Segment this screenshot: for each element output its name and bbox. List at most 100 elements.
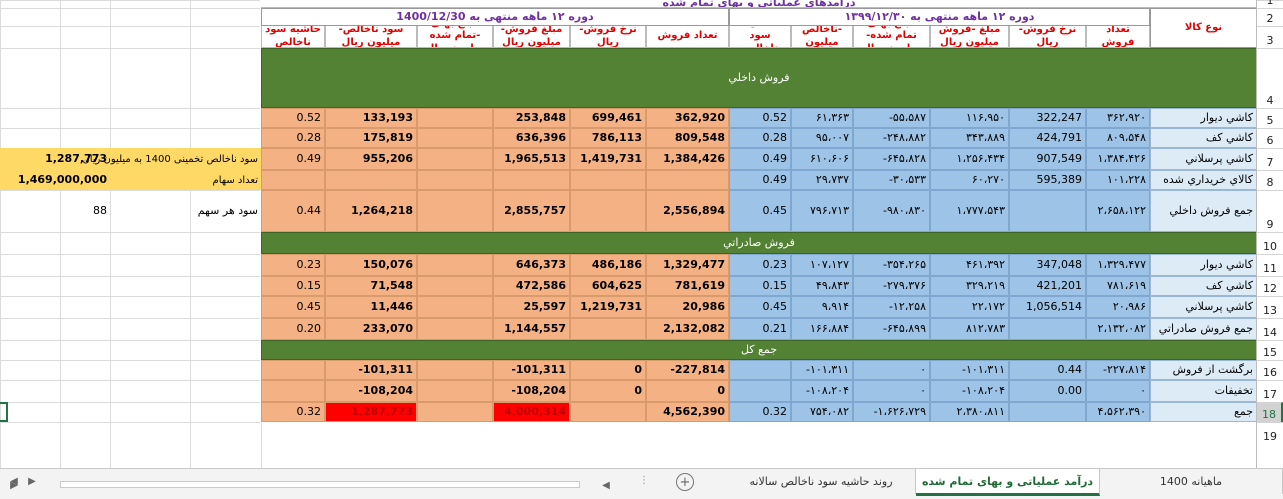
cell-1399-c99[interactable]: -۳۵۴،۲۶۵ <box>853 254 930 276</box>
cell-1400-c00[interactable] <box>417 380 493 402</box>
eps-value[interactable]: 88 <box>93 203 107 217</box>
cell-1400-s00[interactable]: -101,311 <box>493 360 570 380</box>
cell-1400-g00[interactable] <box>325 170 417 190</box>
cell-1399-s99[interactable]: -۱۰۸،۲۰۴ <box>930 380 1009 402</box>
cell-1400-c00[interactable] <box>417 360 493 380</box>
cell-1399-q99[interactable]: ۲،۱۳۲،۰۸۲ <box>1086 318 1150 340</box>
cell-1400-q00[interactable]: 781,619 <box>646 276 729 296</box>
cell-1400-q00[interactable]: 2,556,894 <box>646 190 729 232</box>
cell-1400-c00[interactable] <box>417 128 493 148</box>
cell-1400-m00[interactable]: 0.52 <box>261 108 325 128</box>
shares-count-value[interactable]: 1,469,000,000 <box>17 172 107 186</box>
cell-1399-s99[interactable]: ۱۱۶،۹۵۰ <box>930 108 1009 128</box>
cell-1400-p00[interactable]: 1,419,731 <box>570 148 646 170</box>
cell-1400-s00[interactable]: 472,586 <box>493 276 570 296</box>
cell-1400-p00[interactable] <box>570 402 646 422</box>
cell-1400-g00[interactable]: 175,819 <box>325 128 417 148</box>
row-header[interactable]: 19 <box>1257 422 1283 444</box>
cell-1399-g99[interactable]: ۹،۹۱۴ <box>791 296 853 318</box>
cell-1399-g99[interactable]: ۱۶۶،۸۸۴ <box>791 318 853 340</box>
cell-1400-s00[interactable]: 4,000,314 <box>493 402 570 422</box>
cell-1399-c99[interactable]: ۰ <box>853 360 930 380</box>
cell-1399-m99[interactable]: 0.49 <box>729 170 791 190</box>
cell-1399-c99[interactable]: -۹۸۰،۸۳۰ <box>853 190 930 232</box>
row-header[interactable]: 6 <box>1257 128 1283 148</box>
cell-1399-q99[interactable]: -۲۲۷،۸۱۴ <box>1086 360 1150 380</box>
row-header[interactable]: 16 <box>1257 360 1283 380</box>
tab-monthly-1400[interactable]: ماهیانه 1400 <box>1100 469 1283 494</box>
cell-1399-p99[interactable]: 421,201 <box>1009 276 1086 296</box>
cell-1399-g99[interactable]: ۷۹۶،۷۱۳ <box>791 190 853 232</box>
cell-1400-g00[interactable]: 11,446 <box>325 296 417 318</box>
cell-1400-c00[interactable] <box>417 276 493 296</box>
cell-1400-q00[interactable]: 4,562,390 <box>646 402 729 422</box>
row-header[interactable]: 1 <box>1257 0 1283 8</box>
cell-1400-c00[interactable] <box>417 108 493 128</box>
cell-1399-q99[interactable]: ۴،۵۶۲،۳۹۰ <box>1086 402 1150 422</box>
row-header[interactable]: 13 <box>1257 296 1283 318</box>
scroll-right-icon[interactable]: ▶ <box>28 475 36 487</box>
row-header[interactable]: 15 <box>1257 340 1283 360</box>
cell-1400-q00[interactable]: -227,814 <box>646 360 729 380</box>
cell-1400-g00[interactable]: 233,070 <box>325 318 417 340</box>
row-header[interactable]: 4 <box>1257 48 1283 108</box>
cell-1399-p99[interactable]: 595,389 <box>1009 170 1086 190</box>
cell-1399-g99[interactable]: ۷۵۴،۰۸۲ <box>791 402 853 422</box>
cell-1399-c99[interactable]: -۵۵،۵۸۷ <box>853 108 930 128</box>
cell-1400-p00[interactable] <box>570 318 646 340</box>
horizontal-scrollbar[interactable] <box>60 481 580 488</box>
cell-1399-c99[interactable]: -۱،۶۲۶،۷۲۹ <box>853 402 930 422</box>
row-header[interactable]: 9 <box>1257 190 1283 232</box>
cell-1399-s99[interactable]: ۲،۳۸۰،۸۱۱ <box>930 402 1009 422</box>
cell-1400-m00[interactable] <box>261 380 325 402</box>
cell-1400-c00[interactable] <box>417 254 493 276</box>
cell-1399-q99[interactable]: ۲،۶۵۸،۱۲۲ <box>1086 190 1150 232</box>
cell-1400-g00[interactable]: 71,548 <box>325 276 417 296</box>
cell-1400-q00[interactable] <box>646 170 729 190</box>
cell-1399-c99[interactable]: -۶۴۵،۸۲۸ <box>853 148 930 170</box>
cell-1400-m00[interactable] <box>261 360 325 380</box>
cell-1400-q00[interactable]: 1,329,477 <box>646 254 729 276</box>
cell-1400-p00[interactable]: 786,113 <box>570 128 646 148</box>
row-header[interactable]: 10 <box>1257 232 1283 254</box>
cell-1399-q99[interactable]: ۳۶۲،۹۲۰ <box>1086 108 1150 128</box>
cell-1399-p99[interactable] <box>1009 318 1086 340</box>
cell-1399-m99[interactable]: 0.23 <box>729 254 791 276</box>
cell-1399-p99[interactable]: 1,056,514 <box>1009 296 1086 318</box>
cell-1400-c00[interactable] <box>417 170 493 190</box>
cell-1399-p99[interactable]: 424,791 <box>1009 128 1086 148</box>
cell-1399-p99[interactable]: 347,048 <box>1009 254 1086 276</box>
scroll-left-icon[interactable]: ◀ <box>602 479 610 491</box>
more-tabs-icon[interactable]: ⋮ <box>639 474 649 486</box>
cell-1399-s99[interactable]: -۱۰۱،۳۱۱ <box>930 360 1009 380</box>
cell-1400-p00[interactable]: 486,186 <box>570 254 646 276</box>
cell-1399-g99[interactable]: ۶۱،۳۶۳ <box>791 108 853 128</box>
cell-1400-m00[interactable]: 0.15 <box>261 276 325 296</box>
cell-1400-p00[interactable]: 699,461 <box>570 108 646 128</box>
tab-operating-revenue[interactable]: درآمد عملیاتی و بهای تمام شده <box>916 469 1100 496</box>
cell-1399-p99[interactable] <box>1009 190 1086 232</box>
cell-1399-s99[interactable]: ۴۶۱،۳۹۲ <box>930 254 1009 276</box>
selected-cell[interactable] <box>0 402 8 422</box>
cell-1400-p00[interactable] <box>570 170 646 190</box>
cell-1399-g99[interactable]: ۴۹،۸۴۳ <box>791 276 853 296</box>
cell-1399-s99[interactable]: ۱،۷۷۷،۵۴۳ <box>930 190 1009 232</box>
row-header[interactable]: 11 <box>1257 254 1283 276</box>
cell-1399-p99[interactable]: 0.00 <box>1009 380 1086 402</box>
cell-1399-q99[interactable]: ۰ <box>1086 380 1150 402</box>
cell-1399-m99[interactable] <box>729 360 791 380</box>
cell-1400-p00[interactable]: 0 <box>570 380 646 402</box>
row-header[interactable]: 8 <box>1257 170 1283 190</box>
cell-1400-g00[interactable]: 150,076 <box>325 254 417 276</box>
cell-1400-c00[interactable] <box>417 402 493 422</box>
cell-1400-p00[interactable]: 0 <box>570 360 646 380</box>
cell-1399-m99[interactable]: 0.21 <box>729 318 791 340</box>
cell-1399-q99[interactable]: ۱،۳۸۴،۴۲۶ <box>1086 148 1150 170</box>
cell-1400-p00[interactable]: 604,625 <box>570 276 646 296</box>
cell-1399-c99[interactable]: -۲۴۸،۸۸۲ <box>853 128 930 148</box>
cell-1399-p99[interactable]: 322,247 <box>1009 108 1086 128</box>
cell-1399-s99[interactable]: ۳۴۳،۸۸۹ <box>930 128 1009 148</box>
cell-1399-m99[interactable]: 0.45 <box>729 296 791 318</box>
cell-1400-g00[interactable]: 133,193 <box>325 108 417 128</box>
cell-1399-c99[interactable]: -۲۷۹،۳۷۶ <box>853 276 930 296</box>
